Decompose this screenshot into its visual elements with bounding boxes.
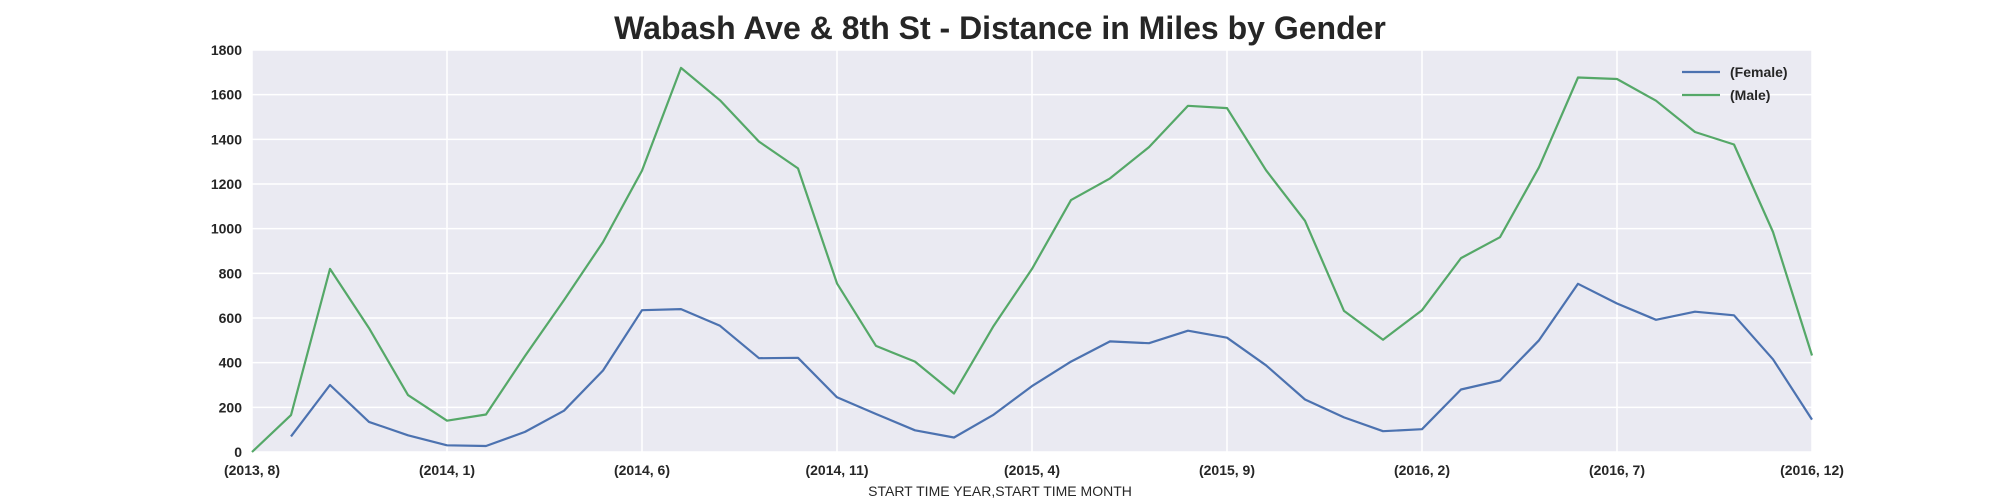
chart-title: Wabash Ave & 8th St - Distance in Miles … — [614, 10, 1386, 46]
y-tick-label: 1600 — [211, 87, 242, 103]
series-line-male — [251, 66, 1814, 453]
y-tick-label: 1000 — [211, 221, 242, 237]
x-tick-label: (2016, 12) — [1780, 462, 1844, 478]
x-tick-label: (2013, 8) — [224, 462, 280, 478]
legend-label: (Male) — [1730, 87, 1770, 103]
y-tick-label: 400 — [219, 355, 243, 371]
x-tick-label: (2014, 6) — [614, 462, 670, 478]
x-tick-label: (2016, 2) — [1394, 462, 1450, 478]
x-tick-label: (2015, 4) — [1004, 462, 1060, 478]
y-tick-label: 200 — [219, 399, 243, 415]
y-tick-label: 600 — [219, 310, 243, 326]
x-tick-label: (2015, 9) — [1199, 462, 1255, 478]
x-tick-label: (2014, 11) — [805, 462, 868, 478]
y-tick-label: 1800 — [211, 42, 242, 58]
series-line-female — [290, 282, 1813, 448]
y-axis-ticks: 0 200 400 600 800 1000 1200 1400 1600 1800 — [211, 42, 242, 460]
y-tick-label: 0 — [234, 444, 242, 460]
x-tick-label: (2014, 1) — [419, 462, 475, 478]
x-axis-label: START TIME YEAR,START TIME MONTH — [868, 483, 1132, 499]
x-axis-ticks: (2013, 8) (2014, 1) (2014, 6) (2014, 11) (20… — [224, 462, 1844, 478]
legend-label: (Female) — [1730, 64, 1788, 80]
legend: (Female) (Male) — [1682, 64, 1788, 103]
y-tick-label: 1400 — [211, 131, 242, 147]
x-tick-label: (2016, 7) — [1589, 462, 1645, 478]
y-tick-label: 1200 — [211, 176, 242, 192]
grid-lines — [251, 49, 1813, 453]
y-tick-label: 800 — [219, 265, 243, 281]
series-lines — [251, 66, 1814, 453]
